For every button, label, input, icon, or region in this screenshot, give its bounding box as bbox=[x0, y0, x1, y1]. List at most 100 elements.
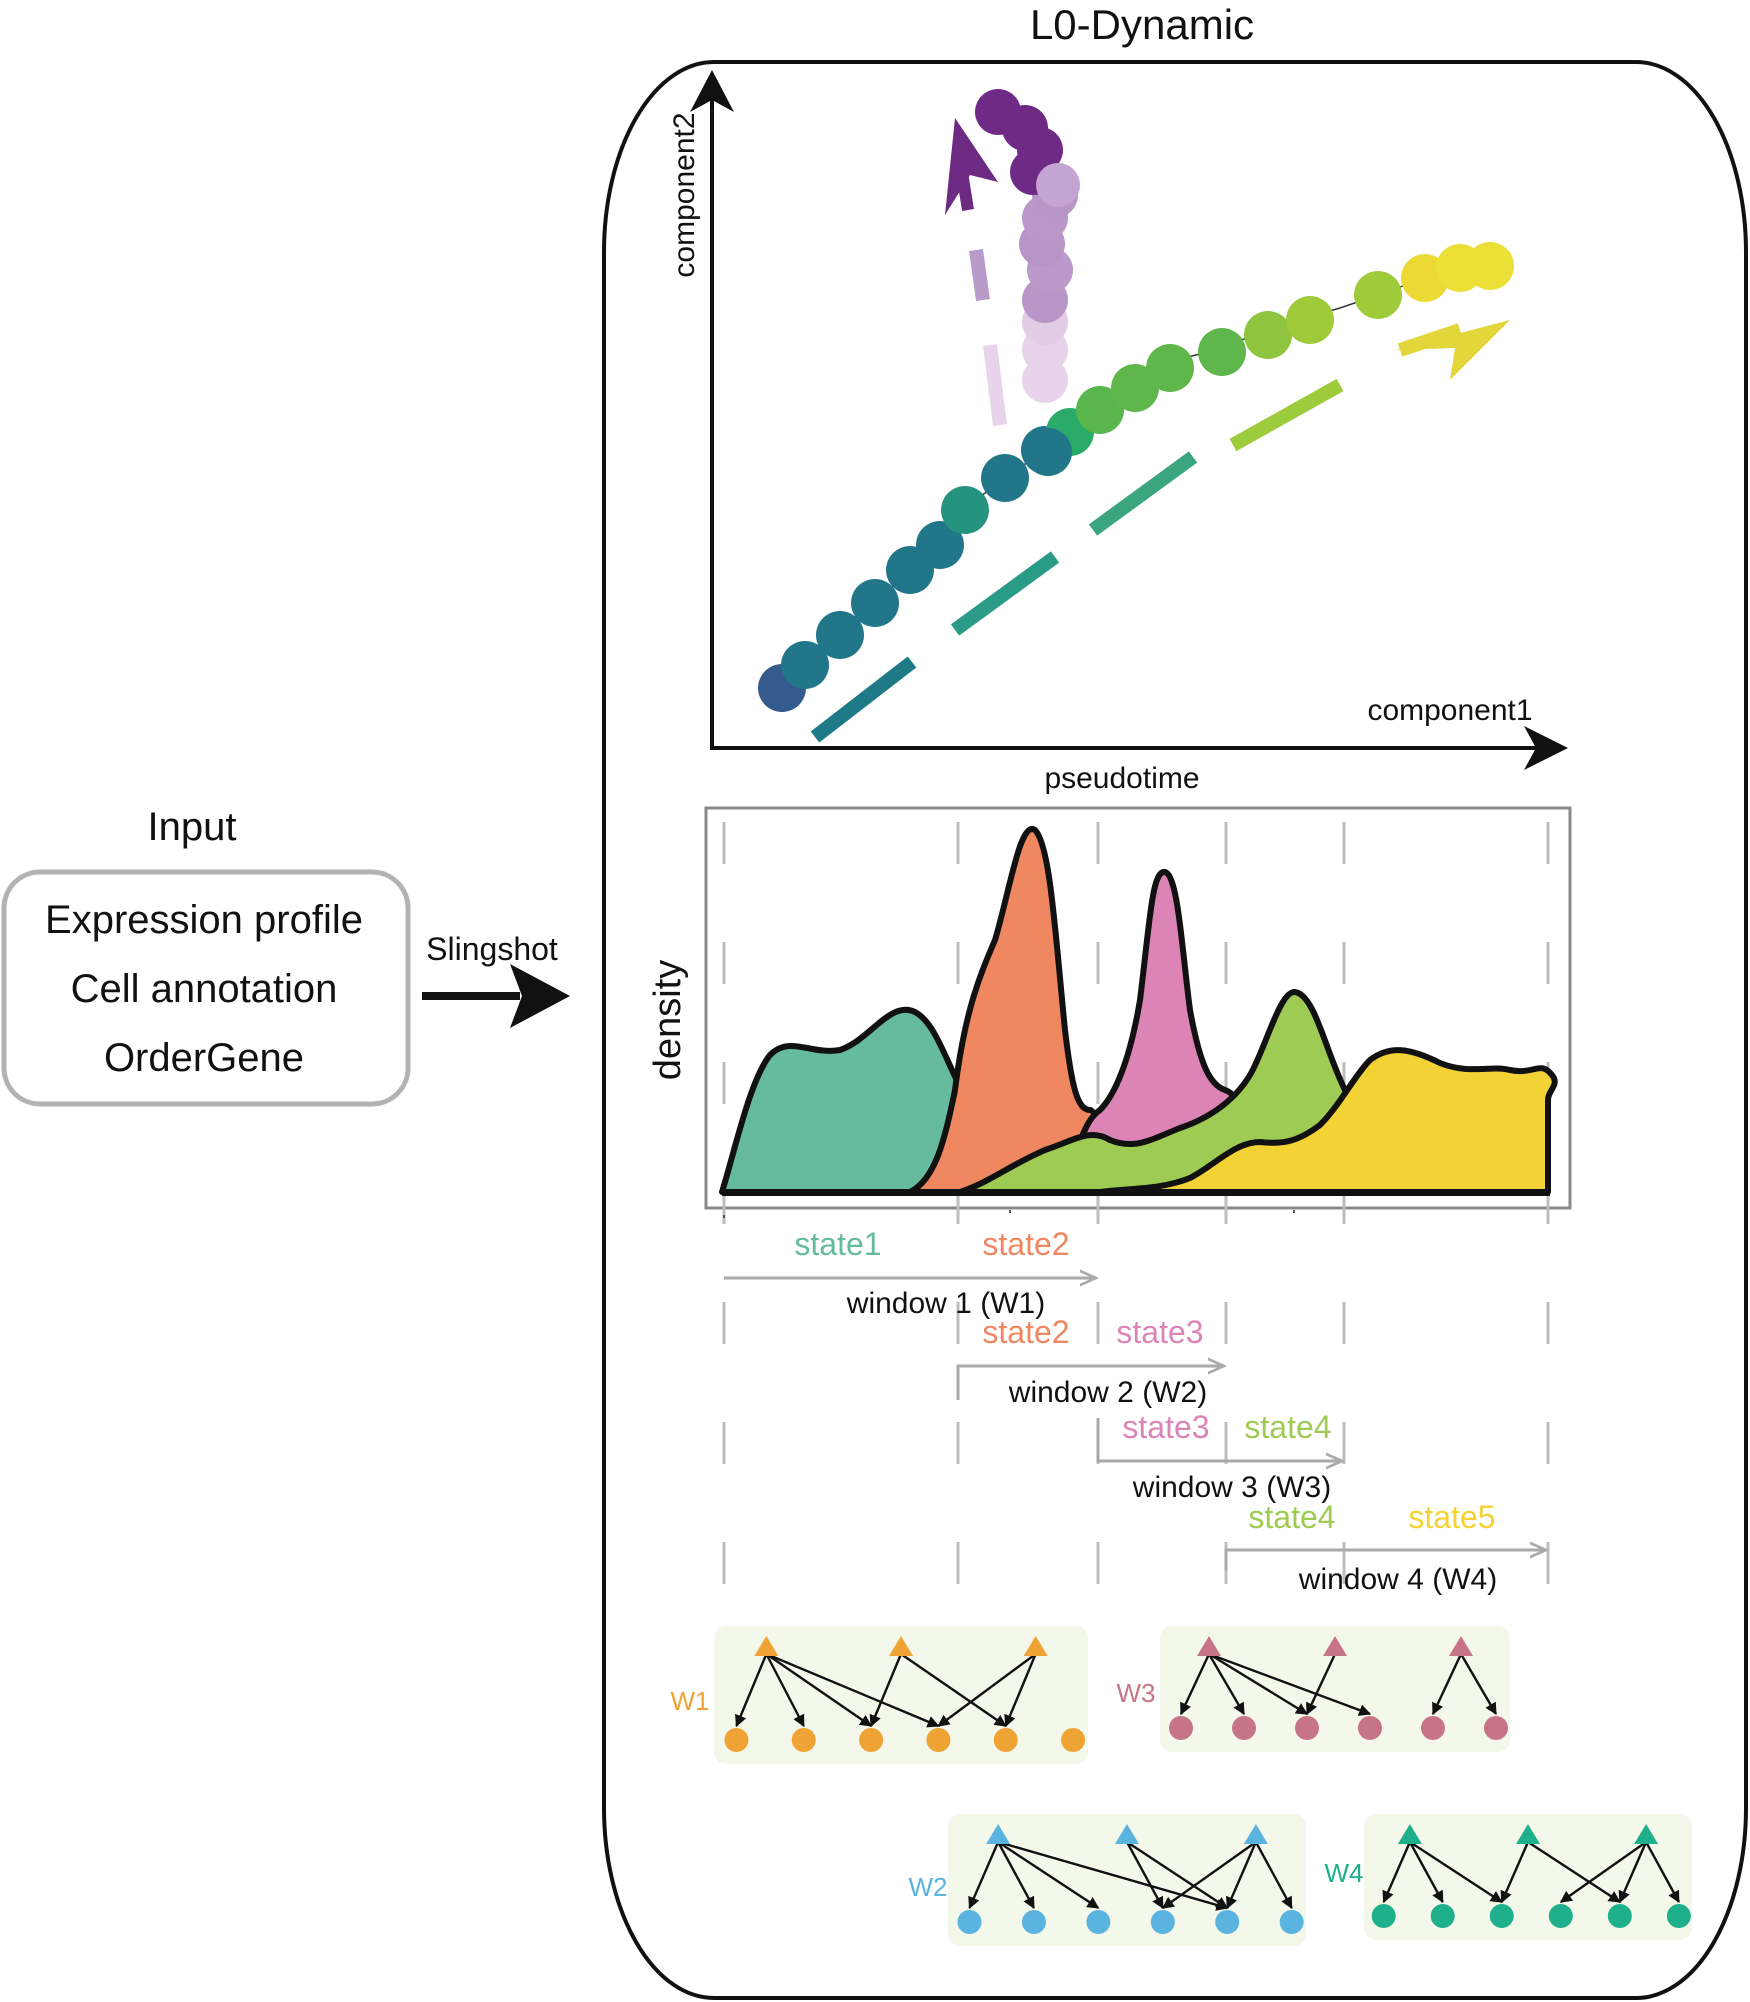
tf-node-triangle bbox=[754, 1636, 779, 1656]
network-edge bbox=[997, 1840, 1100, 1910]
window-3-state-a: state3 bbox=[1122, 1409, 1209, 1445]
target-node-circle bbox=[791, 1728, 816, 1752]
window-3-label: window 3 (W3) bbox=[1132, 1471, 1331, 1504]
target-node-circle bbox=[1279, 1910, 1304, 1934]
window-2: state2 state3 window 2 (W2) bbox=[956, 1314, 1224, 1409]
network-edge bbox=[765, 1652, 940, 1728]
network-edge bbox=[997, 1841, 1035, 1910]
window-3-state-b: state4 bbox=[1244, 1409, 1331, 1445]
network-w2: W2 bbox=[909, 1814, 1306, 1946]
network-edge bbox=[937, 1653, 1037, 1727]
network-edge bbox=[1207, 1653, 1246, 1716]
target-node-circle bbox=[1295, 1716, 1319, 1740]
target-node-circle bbox=[859, 1728, 884, 1752]
window-2-state-a: state2 bbox=[982, 1314, 1069, 1350]
network-edge bbox=[1179, 1653, 1211, 1716]
network-edge bbox=[1459, 1653, 1498, 1716]
window-3: state3 state4 window 3 (W3) bbox=[1096, 1409, 1342, 1504]
network-edge bbox=[1431, 1653, 1463, 1716]
target-node-circle bbox=[1489, 1904, 1514, 1928]
trajectory-y-arrowhead bbox=[690, 70, 734, 112]
network-edge bbox=[1208, 1652, 1309, 1716]
target-node-circle bbox=[1061, 1728, 1086, 1752]
target-node-circle bbox=[993, 1728, 1018, 1752]
window-4-arrow bbox=[1224, 1550, 1546, 1570]
network-edge bbox=[735, 1653, 768, 1728]
tf-node-triangle bbox=[1397, 1824, 1422, 1844]
network-panels: W1 W3 W2 W4 bbox=[671, 1626, 1692, 1946]
network-edge bbox=[1125, 1841, 1164, 1910]
target-node-circle bbox=[1607, 1904, 1632, 1928]
network-edge bbox=[1126, 1840, 1229, 1910]
trajectory-y-label: component2 bbox=[668, 112, 701, 277]
slingshot-arrow bbox=[422, 964, 570, 1028]
density-x-label: pseudotime bbox=[1044, 762, 1199, 795]
network-edge bbox=[1254, 1841, 1293, 1910]
network-edge bbox=[1500, 1841, 1530, 1904]
target-node-circle bbox=[724, 1728, 749, 1752]
target-node-circle bbox=[1232, 1716, 1256, 1740]
network-edge bbox=[1226, 1841, 1257, 1910]
network-edge bbox=[900, 1653, 1007, 1727]
target-node-circle bbox=[1215, 1910, 1240, 1934]
tf-node-triangle bbox=[986, 1824, 1011, 1844]
target-node-circle bbox=[1021, 1910, 1046, 1934]
network-tag: W3 bbox=[1117, 1678, 1156, 1708]
target-node-circle bbox=[1150, 1910, 1175, 1934]
window-3-arrow bbox=[1096, 1418, 1342, 1461]
network-w1: W1 bbox=[671, 1626, 1088, 1764]
density-plot bbox=[704, 806, 1572, 1610]
tf-node-triangle bbox=[1197, 1636, 1221, 1656]
tf-node-triangle bbox=[889, 1636, 913, 1656]
density-state5 bbox=[1097, 1047, 1558, 1195]
trajectory-x-label: component1 bbox=[1367, 694, 1532, 727]
target-node-circle bbox=[1666, 1904, 1691, 1928]
target-node-circle bbox=[1430, 1904, 1455, 1928]
main-lineage-cells bbox=[758, 242, 1514, 712]
input-heading: Input bbox=[148, 805, 237, 849]
target-node-circle bbox=[1371, 1904, 1396, 1928]
network-edge bbox=[1408, 1841, 1444, 1904]
tf-node-triangle bbox=[1115, 1824, 1139, 1844]
window-4: state4 state5 window 4 (W4) bbox=[1224, 1499, 1546, 1596]
density-y-label: density bbox=[647, 960, 689, 1080]
target-node-circle bbox=[926, 1728, 951, 1752]
target-node-circle bbox=[957, 1910, 982, 1934]
network-edge bbox=[1527, 1840, 1621, 1904]
network-edge bbox=[1409, 1840, 1503, 1904]
input-item-cell-annotation: Cell annotation bbox=[71, 967, 338, 1011]
window-1-state-a: state1 bbox=[794, 1226, 881, 1262]
window-1-state-b: state2 bbox=[982, 1226, 1069, 1262]
target-node-circle bbox=[1169, 1716, 1193, 1740]
network-edge bbox=[1004, 1653, 1037, 1728]
window-4-state-b: state5 bbox=[1408, 1499, 1495, 1535]
network-edge bbox=[1645, 1841, 1680, 1904]
network-w4: W4 bbox=[1325, 1814, 1692, 1940]
tf-node-triangle bbox=[1323, 1636, 1347, 1656]
target-node-circle bbox=[1548, 1904, 1573, 1928]
window-4-label: window 4 (W4) bbox=[1298, 1563, 1497, 1596]
input-box bbox=[1, 869, 411, 1107]
target-node-circle bbox=[1358, 1716, 1382, 1740]
input-item-expression-profile: Expression profile bbox=[45, 898, 363, 942]
tf-node-triangle bbox=[1243, 1824, 1268, 1844]
network-edge bbox=[1161, 1841, 1257, 1909]
tf-node-triangle bbox=[1023, 1636, 1048, 1656]
main-lineage-dashed-arrow bbox=[810, 320, 1510, 743]
main-panel bbox=[602, 60, 1748, 2000]
network-edge bbox=[1618, 1841, 1648, 1904]
window-2-label: window 2 (W2) bbox=[1008, 1376, 1207, 1409]
network-edge bbox=[1382, 1841, 1412, 1904]
network-w3: W3 bbox=[1117, 1626, 1510, 1752]
target-node-circle bbox=[1484, 1716, 1508, 1740]
network-tag: W2 bbox=[909, 1872, 948, 1902]
tf-node-triangle bbox=[1634, 1824, 1659, 1844]
trajectory-plot: component2 component1 bbox=[668, 70, 1568, 770]
network-edge bbox=[1305, 1653, 1337, 1716]
network-tag: W4 bbox=[1325, 1858, 1364, 1888]
network-tag: W1 bbox=[671, 1686, 710, 1716]
target-node-circle bbox=[1086, 1910, 1111, 1934]
network-edge bbox=[765, 1653, 805, 1728]
window-1: state1 state2 window 1 (W1) bbox=[724, 1226, 1096, 1320]
